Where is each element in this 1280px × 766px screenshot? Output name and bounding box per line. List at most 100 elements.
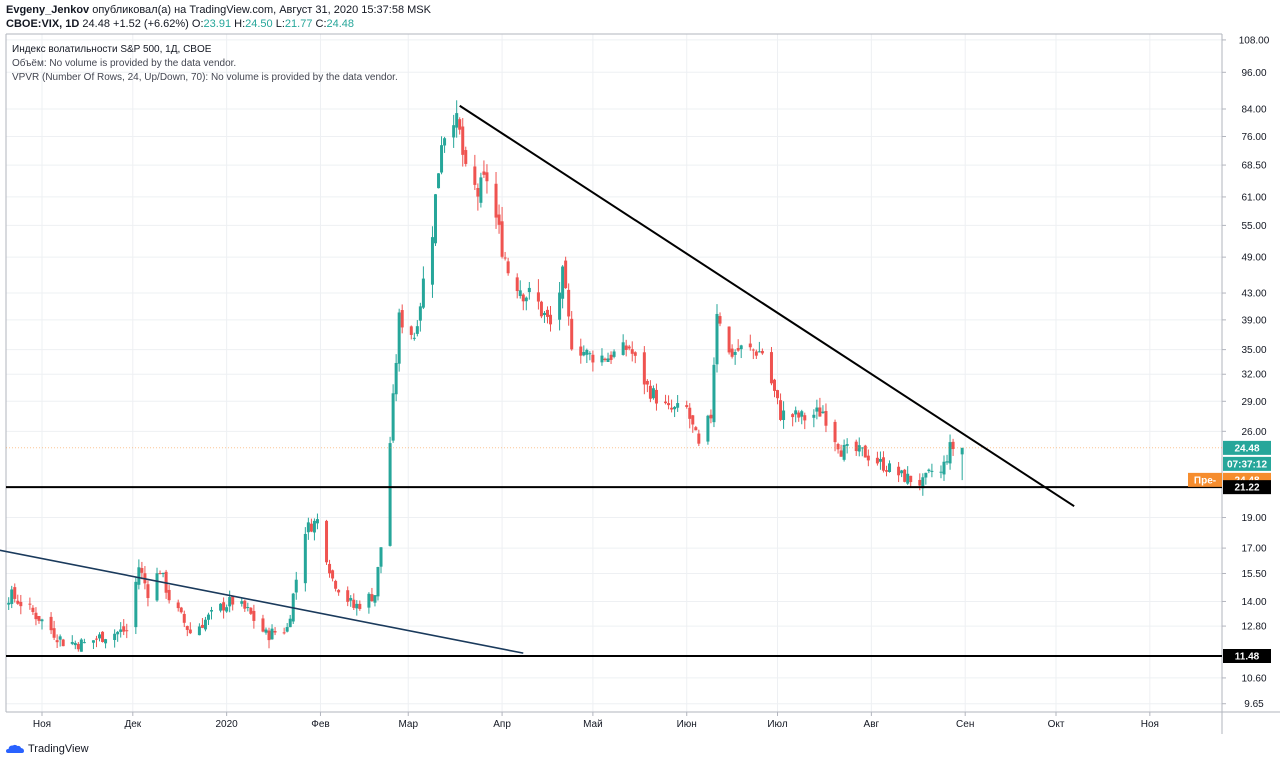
candle-body: [158, 573, 162, 575]
candle-body: [549, 314, 553, 325]
candle-body: [561, 266, 565, 299]
candle-body: [715, 313, 719, 365]
candle-body: [606, 358, 610, 362]
pre-market-label-bg: [1188, 472, 1222, 487]
candle-body: [712, 364, 716, 423]
y-tick-label: 49.00: [1241, 253, 1266, 264]
candle-body: [309, 523, 313, 532]
candle-body: [842, 444, 846, 460]
cloud-icon: [6, 744, 24, 753]
candle-body: [437, 173, 441, 189]
candle-body: [146, 584, 150, 599]
x-tick-label: Мар: [398, 719, 418, 730]
candle-body: [939, 471, 943, 473]
y-tick-label: 39.00: [1241, 315, 1266, 326]
candle-body: [497, 214, 501, 225]
y-tick-label: 15.50: [1241, 569, 1266, 580]
candle-body: [524, 297, 528, 302]
candle-body: [373, 595, 377, 603]
candle-body: [443, 138, 447, 146]
candle-body: [433, 194, 437, 244]
candle-body: [270, 628, 274, 640]
candle-body: [225, 607, 229, 612]
candle-body: [243, 600, 247, 609]
candle-body: [337, 589, 341, 593]
candle-body: [122, 626, 126, 632]
candle-body: [479, 177, 483, 203]
candle-body: [694, 427, 698, 431]
level-high-badge-bg: [1223, 480, 1271, 495]
candle-body: [200, 624, 204, 628]
plot-area: [6, 34, 1222, 712]
candle-body: [642, 352, 646, 385]
x-tick-label: Сен: [956, 719, 974, 730]
candle-body: [412, 337, 416, 339]
y-tick-label: 61.00: [1241, 192, 1266, 203]
candle-body: [567, 289, 571, 317]
candle-body: [542, 312, 546, 316]
x-tick-label: Ноя: [1141, 719, 1159, 730]
candle-body: [769, 352, 773, 384]
candle-body: [494, 183, 498, 218]
candle-body: [79, 639, 83, 652]
candle-body: [888, 463, 892, 472]
candle-body: [776, 390, 780, 399]
candle-body: [473, 166, 477, 185]
y-tick-label: 10.60: [1241, 673, 1266, 684]
candle-body: [875, 457, 879, 464]
candle-body: [536, 292, 540, 302]
candle-body: [591, 354, 595, 363]
close-value: 24.48: [326, 18, 355, 30]
x-tick-label: Ноя: [33, 719, 51, 730]
candle-body: [485, 172, 489, 182]
candle-body: [440, 145, 444, 173]
candle-body: [545, 309, 549, 317]
candle-body: [909, 475, 913, 483]
candle-body: [782, 410, 786, 421]
x-tick-label: Май: [583, 719, 603, 730]
candle-body: [182, 613, 186, 623]
tradingview-logo[interactable]: TradingView: [6, 743, 89, 755]
candle-body: [98, 634, 102, 639]
candle-body: [101, 631, 105, 642]
candle-body: [654, 389, 658, 404]
candle-body: [476, 188, 480, 197]
candle-body: [134, 581, 138, 628]
candle-body: [900, 470, 904, 474]
candle-body: [394, 362, 398, 395]
brand-label: TradingView: [28, 743, 89, 755]
candle-body: [624, 345, 628, 350]
y-tick-label: 29.00: [1241, 397, 1266, 408]
candle-body: [603, 358, 607, 361]
candle-body: [346, 590, 350, 602]
candle-body: [860, 447, 864, 449]
candle-body: [370, 594, 374, 602]
candle-body: [125, 630, 129, 632]
x-tick-label: Апр: [493, 719, 511, 730]
y-tick-label: 26.00: [1241, 427, 1266, 438]
candle-body: [779, 400, 783, 420]
candle-body: [222, 602, 226, 611]
candle-body: [627, 346, 631, 349]
candle-body: [727, 326, 731, 353]
legend-volume: Объём: No volume is provided by the data…: [12, 58, 237, 69]
candle-body: [691, 415, 695, 425]
candle-body: [630, 349, 634, 354]
candle-body: [334, 580, 338, 589]
candle-body: [116, 631, 120, 635]
candle-body: [210, 610, 214, 612]
y-tick-label: 12.80: [1241, 622, 1266, 633]
candle-body: [397, 312, 401, 364]
candle-body: [228, 597, 232, 607]
candle-body: [273, 631, 277, 633]
candle-body: [839, 450, 843, 457]
candle-body: [521, 294, 525, 302]
candle-body: [685, 405, 689, 407]
candle-body: [52, 628, 56, 638]
candle-body: [325, 520, 329, 563]
close-label: C:: [315, 18, 327, 30]
high-value: 24.50: [245, 18, 273, 30]
author-name[interactable]: Evgeny_Jenkov: [6, 4, 90, 16]
candle-body: [388, 443, 392, 546]
